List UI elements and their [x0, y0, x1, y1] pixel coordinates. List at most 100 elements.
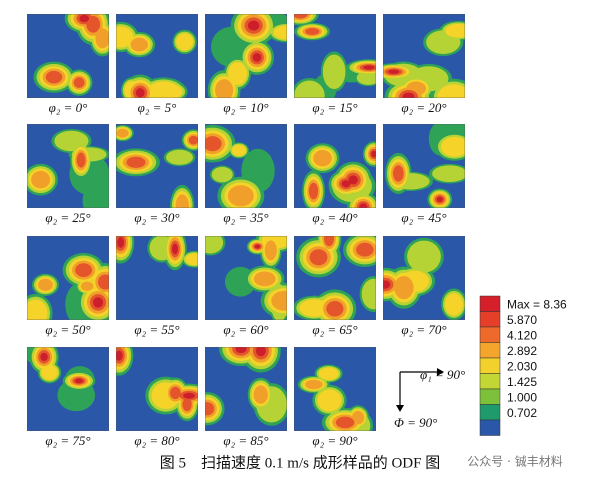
odf-section [294, 14, 376, 98]
contour [188, 135, 198, 145]
panel-label: φ₂ = 50° [45, 322, 90, 337]
legend-label: 1.000 [507, 390, 537, 404]
odf-section [383, 14, 465, 98]
contour [356, 242, 374, 257]
contour [383, 280, 391, 289]
contour [183, 392, 195, 399]
contour [205, 402, 215, 416]
contour [247, 20, 260, 31]
legend-swatch [479, 357, 501, 374]
panel-label: φ₂ = 55° [134, 322, 179, 337]
contour [211, 166, 233, 183]
contour [322, 54, 346, 90]
panel-label: φ₂ = 85° [223, 433, 268, 448]
legend-swatch [479, 373, 501, 390]
contour [393, 165, 404, 182]
contour [436, 196, 443, 203]
contour [215, 79, 234, 98]
odf-section [294, 124, 376, 208]
contour [271, 290, 287, 311]
contour [235, 347, 247, 354]
odf-section [383, 236, 465, 320]
contour [86, 15, 101, 33]
contour [407, 240, 441, 273]
panel-label: φ₂ = 65° [312, 322, 357, 337]
contour [440, 136, 465, 157]
contour [359, 203, 368, 208]
contour [253, 385, 268, 404]
contour [116, 128, 129, 138]
contour [172, 243, 178, 255]
contour [253, 271, 276, 287]
odf-section [205, 347, 287, 431]
watermark: 公众号 · 铖丰材料 [467, 454, 562, 469]
odf-section [294, 347, 376, 431]
contour [309, 249, 328, 266]
contour [361, 278, 376, 310]
arrow-head [396, 405, 404, 412]
contour [444, 23, 465, 38]
odf-section [27, 14, 109, 98]
legend-label: 2.030 [507, 359, 537, 373]
contour [273, 25, 287, 40]
odf-section [116, 14, 198, 98]
contour [317, 389, 342, 412]
panel-label: φ₂ = 15° [312, 100, 357, 115]
contour [79, 14, 90, 23]
axis-label-y: Φ = 90° [394, 415, 437, 430]
odf-section [205, 124, 287, 208]
panel-label: φ₂ = 10° [223, 100, 268, 115]
contour [224, 266, 256, 297]
contour [313, 149, 332, 167]
legend-swatch [479, 342, 501, 359]
legend-label: Max = 8.36 [507, 297, 567, 311]
contour [324, 236, 335, 247]
contour [341, 180, 351, 188]
odf-section [27, 236, 109, 320]
contour [182, 397, 192, 412]
contour [80, 281, 94, 291]
contour [371, 150, 376, 158]
legend-swatch [479, 419, 501, 436]
contour [75, 263, 93, 278]
contour [74, 378, 84, 384]
contour [252, 52, 262, 62]
contour [227, 185, 254, 207]
contour [27, 299, 48, 320]
legend-label: 2.892 [507, 344, 537, 358]
contour [126, 156, 146, 168]
odf-section [116, 236, 198, 320]
odf-section [383, 124, 465, 208]
panel-label: φ₂ = 70° [401, 322, 446, 337]
legend-swatch [479, 295, 501, 312]
contour [31, 170, 51, 189]
contour [335, 416, 355, 429]
legend-swatch [479, 388, 501, 405]
panel-label: φ₂ = 35° [223, 210, 268, 225]
contour [305, 379, 323, 390]
contour [185, 253, 198, 266]
contour [45, 70, 63, 84]
legend-label: 1.425 [507, 375, 537, 389]
panel-label: φ₂ = 25° [45, 210, 90, 225]
contour [73, 77, 85, 88]
contour [255, 347, 266, 357]
odf-section [116, 347, 198, 431]
legend-label: 0.702 [507, 406, 537, 420]
panel-label: φ₂ = 80° [134, 433, 179, 448]
panel-label: φ₂ = 60° [223, 322, 268, 337]
contour [92, 297, 104, 308]
contour [318, 367, 339, 380]
contour [41, 364, 58, 381]
contour [264, 240, 277, 261]
contour [130, 37, 149, 52]
panel-label: φ₂ = 0° [49, 100, 88, 115]
odf-section [27, 347, 109, 431]
contour [231, 144, 246, 157]
contour [116, 350, 123, 361]
contour [98, 274, 109, 290]
legend-label: 4.120 [507, 328, 537, 342]
contour [169, 386, 181, 400]
panel-label: φ₂ = 45° [401, 210, 446, 225]
